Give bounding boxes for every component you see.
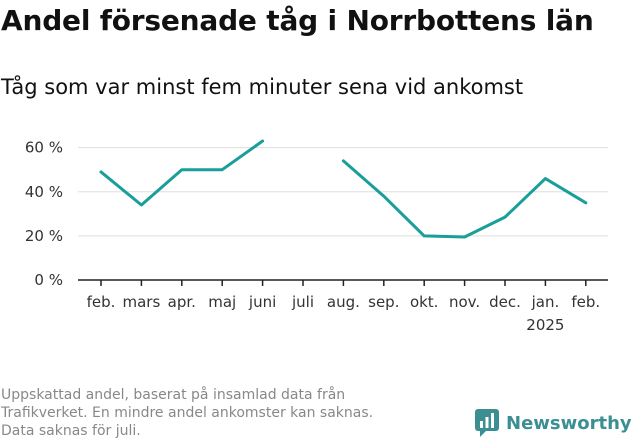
chart-title: Andel försenade tåg i Norrbottens län	[1, 4, 594, 37]
x-tick-label: feb.	[87, 293, 116, 311]
x-tick-label: juni	[248, 293, 276, 311]
y-tick-label: 60 %	[25, 139, 63, 157]
y-tick-label: 20 %	[25, 227, 63, 245]
x-tick-label: aug.	[327, 293, 360, 311]
y-tick-label: 40 %	[25, 183, 63, 201]
x-tick-label: jan.	[531, 293, 560, 311]
footnote-line: Trafikverket. En mindre andel ankomster …	[1, 405, 374, 421]
newsworthy-logo-icon	[475, 409, 499, 437]
x-tick-label: maj	[208, 293, 236, 311]
x-tick-label: okt.	[410, 293, 439, 311]
chart-subtitle: Tåg som var minst fem minuter sena vid a…	[1, 75, 524, 99]
x-tick-label: juli	[291, 293, 314, 311]
brand-logo[interactable]: Newsworthy	[474, 408, 631, 438]
x-year-label: 2025	[526, 316, 564, 334]
footnote-line: Uppskattad andel, baserat på insamlad da…	[1, 387, 346, 403]
series-line	[99, 139, 265, 207]
y-tick-label: 0 %	[34, 271, 63, 289]
x-tick-label: feb.	[571, 293, 600, 311]
x-tick-label: dec.	[489, 293, 521, 311]
footnote-line: Data saknas för juli.	[1, 423, 141, 439]
x-tick-label: nov.	[449, 293, 480, 311]
x-tick-label: apr.	[168, 293, 196, 311]
x-tick-label: sep.	[368, 293, 399, 311]
brand-name: Newsworthy	[506, 412, 631, 434]
series-line	[341, 159, 588, 239]
footnote: Uppskattad andel, baserat på insamlad da…	[1, 386, 373, 440]
x-tick-label: mars	[123, 293, 161, 311]
